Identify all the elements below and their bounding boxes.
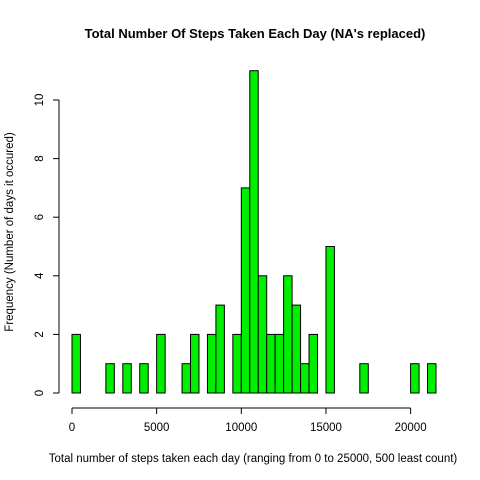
histogram-bar (257, 275, 268, 394)
histogram-bar (232, 333, 242, 394)
histogram-bar (359, 363, 369, 394)
histogram-bar (240, 187, 251, 394)
histogram-bar (122, 363, 132, 394)
histogram-bar (181, 363, 192, 394)
histogram-bar (274, 333, 285, 394)
x-tick-label: 0 (69, 422, 75, 434)
histogram-bar (71, 333, 81, 394)
x-tick-label: 15000 (310, 422, 342, 434)
histogram-bar (283, 275, 293, 394)
x-axis: 0 5000 10000 15000 20000 (69, 407, 427, 434)
y-tick-label: 4 (34, 272, 46, 279)
histogram-bar (215, 304, 225, 394)
histogram-bar (410, 363, 420, 394)
y-tick-label: 0 (34, 390, 46, 396)
x-tick-label: 10000 (225, 422, 257, 434)
y-tick-label: 2 (34, 331, 46, 337)
histogram-bar (105, 363, 115, 394)
chart-title: Total Number Of Steps Taken Each Day (NA… (85, 26, 426, 41)
y-axis-label: Frequency (Number of days it occured) (4, 132, 16, 332)
x-tick-label: 20000 (395, 422, 427, 434)
histogram-bar (427, 363, 437, 394)
bars-layer (71, 70, 437, 394)
histogram-bar (325, 246, 335, 394)
histogram-bar (206, 333, 217, 394)
x-tick-label: 5000 (144, 422, 170, 434)
y-tick-label: 10 (34, 94, 46, 107)
histogram-bar (291, 304, 302, 394)
histogram-bar (300, 363, 310, 394)
y-tick-label: 8 (34, 155, 46, 161)
y-axis: 0 2 4 6 8 10 (34, 94, 60, 396)
histogram-bar (139, 363, 149, 394)
y-tick-label: 6 (34, 214, 46, 220)
histogram-bar (308, 333, 318, 394)
x-axis-label: Total number of steps taken each day (ra… (49, 453, 458, 465)
histogram-bar (190, 333, 200, 394)
histogram-bar (249, 70, 259, 394)
histogram-bar (266, 333, 276, 394)
histogram-bar (156, 333, 166, 394)
